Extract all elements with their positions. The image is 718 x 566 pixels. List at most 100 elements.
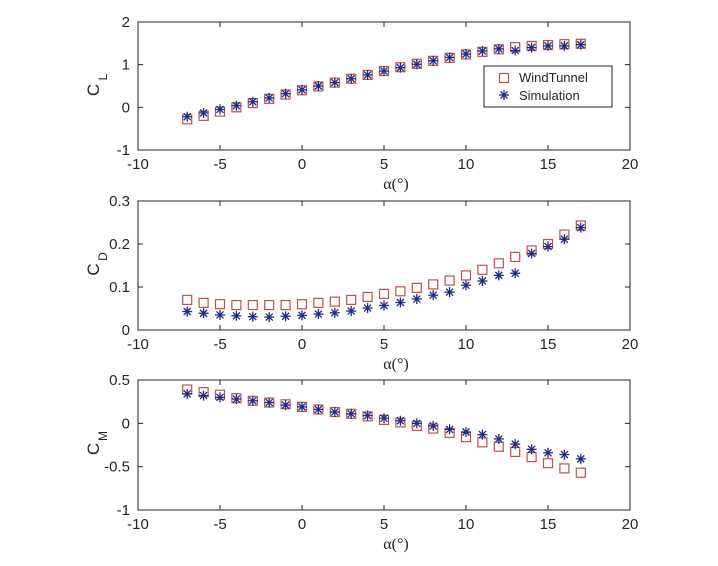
data-point-simulation: [215, 309, 225, 320]
legend-marker-simulation: [499, 90, 509, 100]
x-tick-label: 10: [458, 516, 475, 533]
y-axis-label: CL: [84, 73, 110, 96]
data-point-simulation: [297, 401, 307, 412]
data-point-simulation: [510, 439, 521, 450]
data-point-simulation: [346, 73, 357, 84]
data-point-windtunnel: [231, 299, 242, 311]
x-tick-label: 0: [298, 336, 306, 353]
x-tick-label: 20: [622, 156, 639, 173]
data-point-simulation: [477, 46, 488, 57]
y-tick-label: 0: [122, 99, 130, 116]
data-point-simulation: [575, 39, 586, 50]
y-axis-label-main: C: [84, 263, 103, 275]
x-tick-label: -10: [127, 516, 149, 533]
data-point-simulation: [444, 52, 455, 63]
x-tick-label: -10: [127, 156, 149, 173]
data-point-simulation: [182, 111, 193, 122]
y-tick-label: 0.5: [109, 372, 130, 389]
x-tick-label: 5: [380, 336, 388, 353]
data-point-windtunnel: [313, 297, 324, 309]
axes-frame: [137, 200, 631, 331]
data-point-windtunnel: [477, 264, 488, 275]
data-point-simulation: [493, 433, 504, 444]
y-tick-label: -1: [117, 502, 130, 519]
data-point-windtunnel: [559, 463, 570, 474]
data-point-simulation: [297, 84, 307, 95]
data-point-windtunnel: [247, 299, 258, 311]
x-tick-label: 20: [622, 336, 639, 353]
data-point-simulation: [313, 309, 324, 320]
x-tick-label: 10: [458, 156, 475, 173]
data-point-windtunnel: [329, 296, 340, 307]
x-tick-label: 15: [540, 336, 557, 353]
data-point-windtunnel: [182, 294, 193, 305]
x-axis-label: α(°): [383, 356, 408, 373]
y-axis-label-main: C: [84, 84, 103, 96]
data-point-simulation: [297, 310, 307, 321]
data-point-windtunnel: [460, 270, 472, 281]
data-point-simulation: [395, 415, 406, 426]
data-point-simulation: [329, 407, 340, 418]
data-point-windtunnel: [395, 286, 406, 297]
data-point-simulation: [428, 55, 439, 66]
data-point-simulation: [362, 69, 373, 80]
y-tick-label: 0: [122, 322, 130, 339]
x-axis-label: α(°): [383, 536, 408, 553]
data-point-simulation: [559, 234, 570, 245]
data-point-simulation: [182, 306, 193, 317]
data-point-simulation: [280, 88, 291, 99]
data-point-simulation: [264, 312, 275, 323]
data-point-simulation: [198, 390, 209, 401]
data-point-simulation: [526, 248, 537, 259]
data-point-simulation: [346, 408, 357, 419]
data-point-simulation: [313, 81, 324, 91]
data-point-simulation: [575, 453, 586, 464]
legend-box: [483, 65, 613, 108]
data-point-simulation: [411, 418, 422, 429]
legend: WindTunnel Simulation: [483, 65, 613, 108]
x-tick-label: 10: [458, 336, 475, 353]
y-axis-label-subscript: L: [96, 73, 110, 80]
data-point-simulation: [379, 66, 389, 77]
data-point-simulation: [198, 107, 209, 118]
x-tick-label: -5: [213, 516, 226, 533]
x-axis-label: α(°): [383, 176, 408, 193]
data-point-simulation: [559, 40, 570, 51]
data-point-simulation: [493, 43, 504, 54]
y-tick-label: 0: [122, 415, 130, 432]
data-point-windtunnel: [444, 275, 455, 286]
legend-marker-windtunnel: [498, 72, 510, 84]
data-point-simulation: [575, 222, 586, 233]
data-point-simulation: [411, 294, 422, 305]
data-point-simulation: [411, 59, 422, 70]
data-point-simulation: [461, 280, 471, 291]
data-point-simulation: [559, 449, 570, 460]
y-tick-label: 2: [122, 14, 130, 31]
data-point-simulation: [231, 310, 242, 321]
data-point-windtunnel: [346, 294, 357, 305]
data-point-simulation: [264, 397, 275, 408]
data-point-simulation: [379, 413, 389, 424]
data-point-windtunnel: [378, 288, 390, 299]
data-point-simulation: [510, 268, 521, 279]
x-tick-label: 0: [298, 156, 306, 173]
y-tick-label: 0.2: [109, 236, 130, 253]
data-point-simulation: [215, 104, 225, 115]
data-point-simulation: [428, 420, 439, 431]
data-point-simulation: [543, 447, 553, 458]
y-tick-label: -1: [117, 142, 130, 159]
data-point-windtunnel: [214, 299, 226, 310]
data-point-windtunnel: [542, 458, 554, 469]
x-tick-label: 0: [298, 516, 306, 533]
series-simulation: [182, 222, 586, 323]
y-tick-label: 0.1: [109, 279, 130, 296]
data-point-simulation: [264, 92, 275, 103]
data-point-simulation: [379, 300, 389, 311]
data-point-simulation: [395, 297, 406, 308]
data-point-simulation: [493, 270, 504, 281]
legend-label-simulation: Simulation: [519, 88, 580, 103]
data-point-windtunnel: [362, 291, 373, 302]
x-tick-label: 5: [380, 156, 388, 173]
